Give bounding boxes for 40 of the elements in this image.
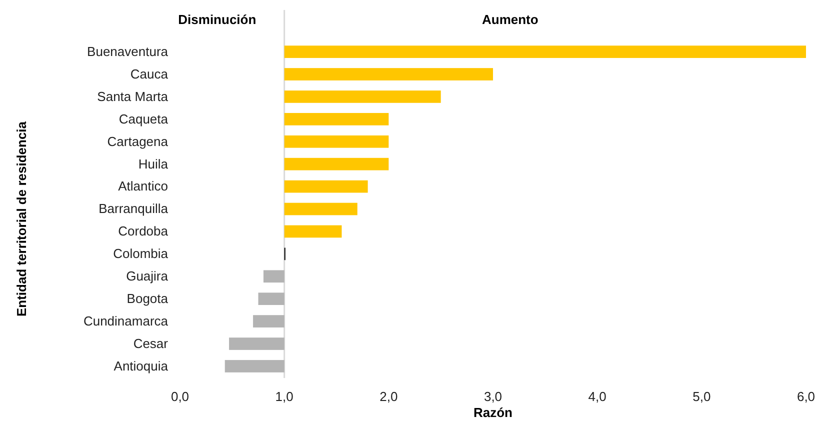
bar <box>284 112 389 126</box>
bar <box>284 68 493 80</box>
x-tick-label: 6,0 <box>796 389 816 404</box>
bar <box>263 270 284 283</box>
bar <box>284 180 368 193</box>
y-tick-label: Colombia <box>113 246 169 262</box>
y-tick-label: Cartagena <box>107 134 169 149</box>
text: Aumento <box>482 12 538 27</box>
bar <box>258 292 284 306</box>
bar <box>253 315 284 328</box>
bar <box>284 46 806 58</box>
x-axis-title: Razón <box>474 405 513 420</box>
y-tick-label: Cordoba <box>118 224 169 239</box>
y-tick-label: Caqueta <box>118 111 169 126</box>
y-tick-label: Cesar <box>133 336 169 351</box>
y-tick-label: Santa Marta <box>97 88 169 104</box>
y-tick-label: Atlantico <box>118 178 168 194</box>
y-tick-label: Huila <box>138 156 169 172</box>
bar <box>284 158 389 170</box>
bar <box>224 360 284 372</box>
bar <box>284 202 358 216</box>
bar <box>284 90 441 103</box>
x-tick-label: 0,0 <box>170 389 190 404</box>
bar <box>284 225 342 238</box>
y-axis-title: Entidad territorial de residencia <box>14 120 29 317</box>
x-tick-label: 1,0 <box>275 389 294 404</box>
x-tick-label: 4,0 <box>588 389 606 404</box>
bar <box>284 135 389 148</box>
y-tick-label: Cauca <box>130 66 169 82</box>
bar <box>229 338 284 350</box>
y-tick-label: Bogota <box>126 290 169 306</box>
x-tick-label: 2,0 <box>380 389 398 404</box>
y-tick-label: Barranquilla <box>98 201 169 216</box>
x-tick-label: 3,0 <box>484 389 502 404</box>
y-tick-label: Antioquia <box>114 358 169 374</box>
y-tick-label: Cundinamarca <box>83 313 169 328</box>
y-tick-label: Guajira <box>126 268 169 284</box>
text: Disminución <box>178 12 256 27</box>
y-tick-label: Buenaventura <box>87 44 169 59</box>
x-tick-label: 5,0 <box>692 389 711 404</box>
